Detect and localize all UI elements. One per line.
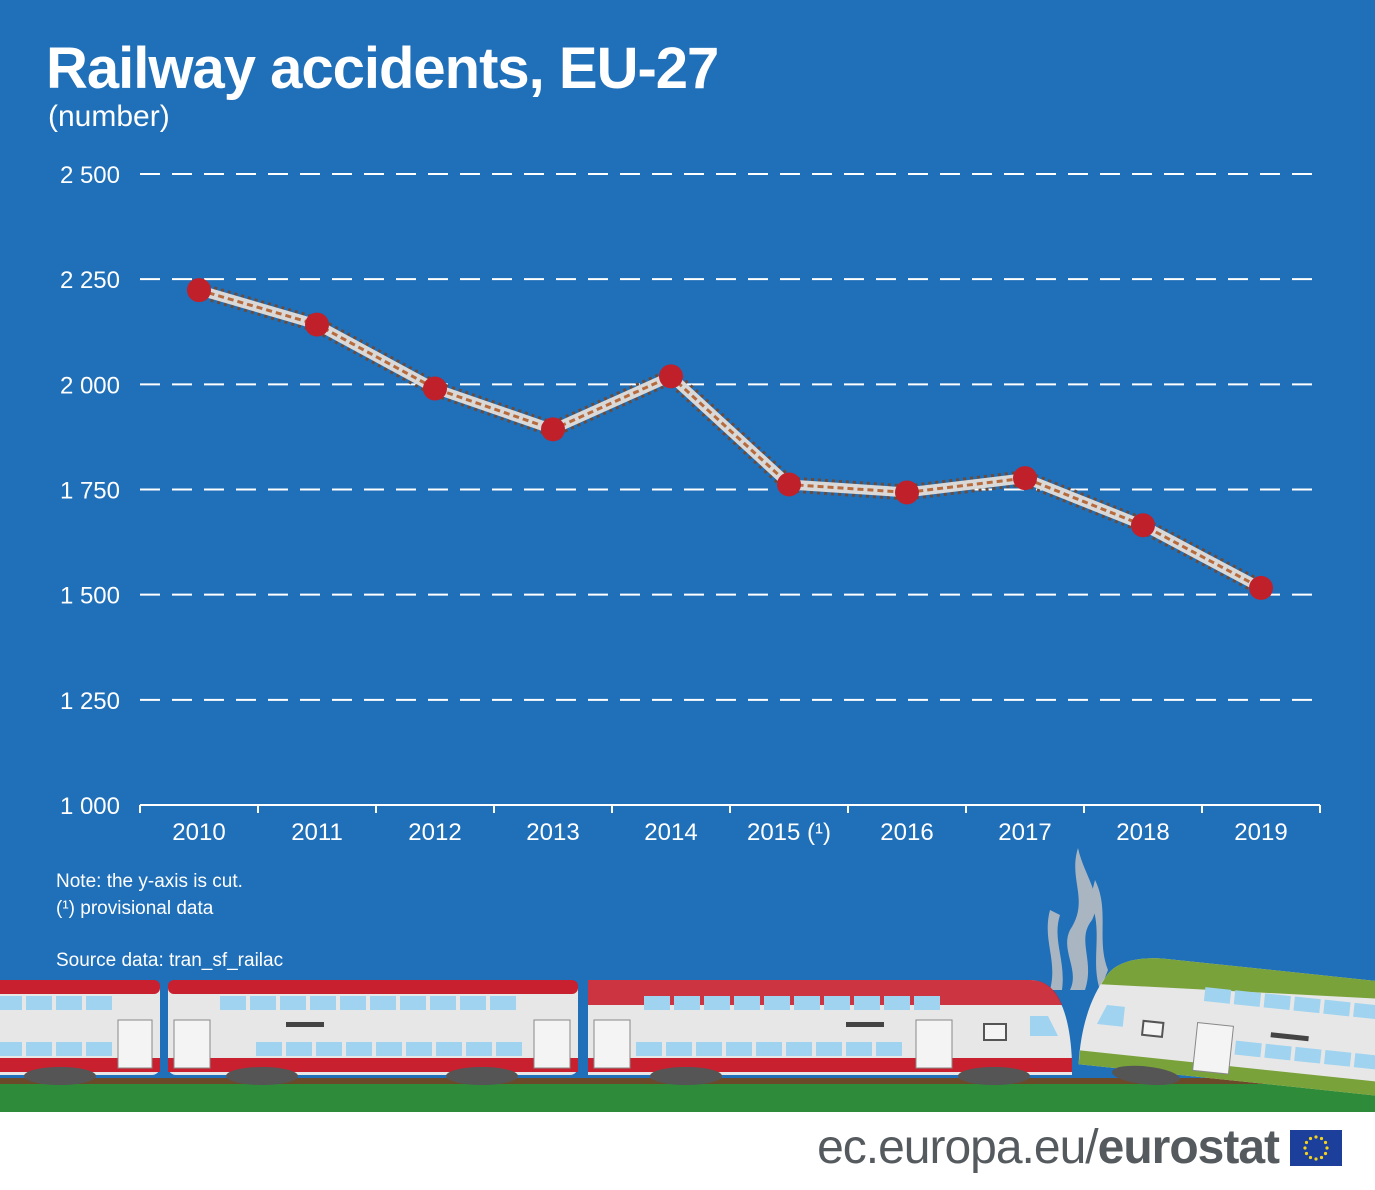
x-tick-label: 2012 bbox=[408, 819, 461, 846]
y-tick-label: 1 000 bbox=[60, 793, 120, 820]
flag-star bbox=[1304, 1151, 1309, 1156]
flag-star bbox=[1323, 1151, 1328, 1156]
locomotive-icon bbox=[588, 980, 1072, 1085]
data-point bbox=[187, 278, 211, 303]
note-provisional: (¹) provisional data bbox=[56, 898, 214, 919]
train-car-icon bbox=[168, 980, 578, 1085]
x-tick-label: 2013 bbox=[526, 819, 579, 846]
data-point bbox=[777, 472, 801, 497]
flag-star bbox=[1314, 1135, 1318, 1139]
railway-track-line bbox=[196, 282, 1265, 596]
brand-url-prefix: ec.europa.eu/ bbox=[817, 1121, 1099, 1174]
y-tick-label: 1 250 bbox=[60, 688, 120, 715]
flag-star bbox=[1323, 1140, 1328, 1145]
flag-star bbox=[1303, 1146, 1307, 1150]
y-axis-ticks: 1 000 1 250 1 500 1 750 2 000 2 250 2 500 bbox=[60, 162, 120, 820]
chart-panel bbox=[0, 0, 1375, 1112]
flag-star bbox=[1304, 1140, 1309, 1145]
grass bbox=[0, 1082, 1375, 1112]
source-note: Source data: tran_sf_railac bbox=[56, 950, 284, 971]
x-tick-label: 2019 bbox=[1234, 819, 1287, 846]
y-tick-label: 1 500 bbox=[60, 583, 120, 610]
x-tick-label: 2016 bbox=[880, 819, 933, 846]
eu-flag-icon bbox=[1290, 1130, 1342, 1166]
chart-subtitle: (number) bbox=[48, 100, 170, 133]
y-tick-label: 1 750 bbox=[60, 478, 120, 505]
green-train-icon bbox=[1078, 958, 1375, 1098]
data-markers bbox=[187, 278, 1273, 600]
x-tick-label: 2017 bbox=[998, 819, 1051, 846]
flag-star bbox=[1308, 1155, 1313, 1160]
data-point bbox=[305, 312, 329, 337]
x-axis: 2010 2011 2012 2013 2014 2015 (¹) 2016 2017 2018… bbox=[139, 804, 1321, 846]
footnotes: Note: the y-axis is cut. (¹) provisional… bbox=[56, 868, 243, 922]
y-tick-label: 2 500 bbox=[60, 162, 120, 189]
smoke-icon bbox=[1047, 848, 1108, 990]
eurostat-brand: ec.europa.eu/eurostat bbox=[817, 1120, 1280, 1175]
data-point bbox=[895, 480, 919, 505]
data-point bbox=[659, 364, 683, 389]
note-axis-cut: Note: the y-axis is cut. bbox=[56, 871, 243, 892]
brand-name: eurostat bbox=[1097, 1121, 1280, 1174]
flag-star bbox=[1308, 1136, 1313, 1141]
flag-star bbox=[1314, 1157, 1318, 1161]
gridlines bbox=[140, 173, 1320, 701]
track-center bbox=[198, 288, 1262, 590]
data-point bbox=[541, 417, 565, 442]
data-point bbox=[423, 376, 447, 401]
train-crash-illustration bbox=[0, 848, 1375, 1112]
data-point bbox=[1131, 513, 1155, 538]
track-sleepers bbox=[196, 282, 1265, 596]
x-tick-label: 2018 bbox=[1116, 819, 1169, 846]
x-tick-label: 2010 bbox=[172, 819, 225, 846]
flag-star bbox=[1325, 1146, 1329, 1150]
data-point bbox=[1249, 575, 1273, 600]
chart-title: Railway accidents, EU-27 bbox=[46, 36, 719, 101]
data-point bbox=[1013, 466, 1037, 491]
flag-star bbox=[1319, 1136, 1324, 1141]
y-tick-label: 2 250 bbox=[60, 267, 120, 294]
x-tick-label: 2011 bbox=[291, 819, 343, 846]
x-tick-label: 2014 bbox=[644, 819, 697, 846]
y-tick-label: 2 000 bbox=[60, 372, 120, 399]
footer bbox=[0, 1112, 1375, 1190]
line-chart: 1 000 1 250 1 500 1 750 2 000 2 250 2 500 2010… bbox=[60, 162, 1321, 846]
train-car-icon bbox=[0, 980, 160, 1085]
x-tick-label: 2015 (¹) bbox=[747, 819, 831, 846]
flag-star bbox=[1319, 1155, 1324, 1160]
